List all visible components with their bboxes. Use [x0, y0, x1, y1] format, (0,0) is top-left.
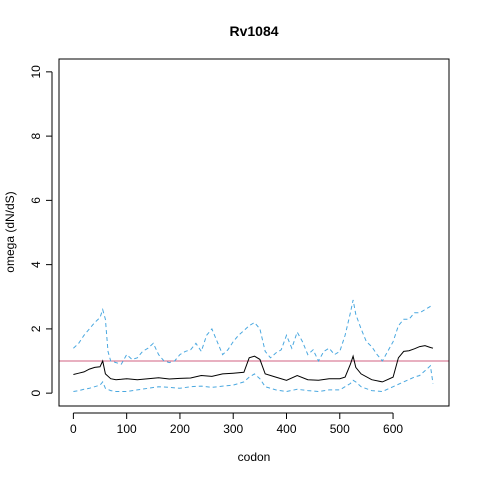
upper-ci-line: [73, 299, 433, 365]
y-tick-label: 10: [29, 65, 43, 79]
plot-frame: [58, 58, 450, 407]
y-axis: 0 2 4 6 8 10: [29, 65, 53, 396]
y-tick-label: 2: [29, 325, 43, 332]
chart-title: Rv1084: [229, 23, 278, 39]
x-tick-label: 400: [276, 422, 296, 436]
x-axis-label: codon: [238, 450, 271, 464]
x-tick-label: 600: [383, 422, 403, 436]
x-tick-label: 0: [70, 422, 77, 436]
x-tick-label: 300: [223, 422, 243, 436]
y-axis-label: omega (dN/dS): [3, 191, 17, 272]
plot-area: [59, 299, 449, 393]
x-tick-label: 500: [330, 422, 350, 436]
y-tick-label: 8: [29, 132, 43, 139]
y-tick-label: 0: [29, 389, 43, 396]
x-axis: 0 100 200 300 400 500 600: [70, 412, 403, 436]
y-tick-label: 4: [29, 261, 43, 268]
x-tick-label: 200: [170, 422, 190, 436]
omega-line: [73, 345, 434, 383]
x-tick-label: 100: [117, 422, 137, 436]
lower-ci-line: [73, 364, 434, 393]
y-tick-label: 6: [29, 197, 43, 204]
